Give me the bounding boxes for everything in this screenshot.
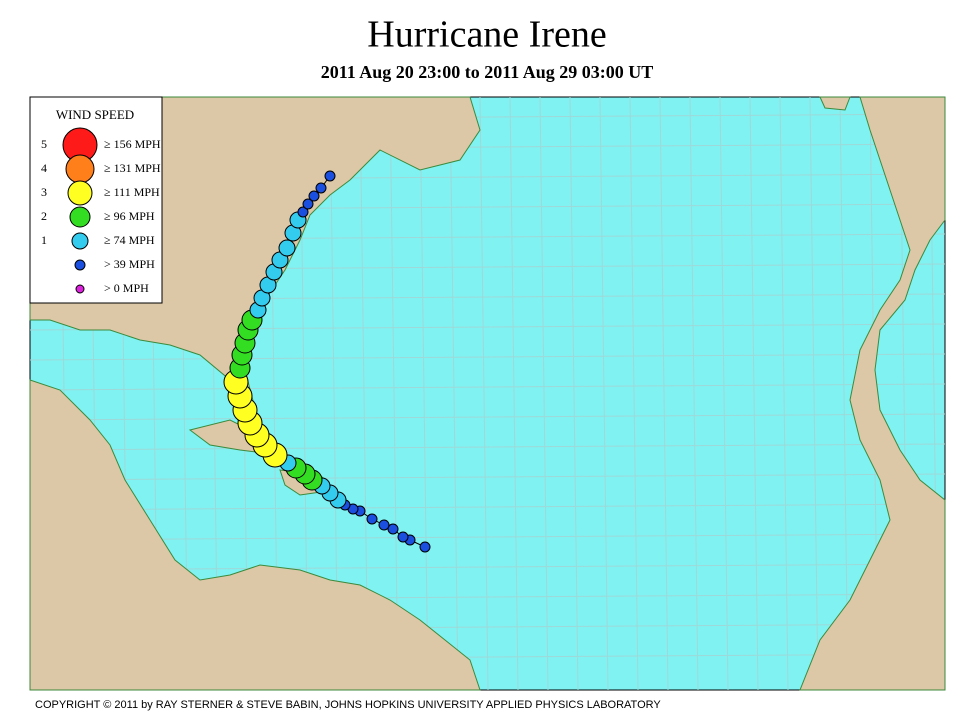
legend-category: 3 [41, 185, 47, 199]
title: Hurricane Irene [367, 14, 606, 56]
meridian [479, 96, 489, 691]
meridian [809, 96, 819, 691]
legend-category: 4 [41, 161, 47, 175]
track-point [366, 513, 378, 525]
meridian [719, 96, 729, 691]
meridian [689, 96, 699, 691]
track-point [397, 531, 409, 543]
legend-swatch [74, 259, 86, 271]
meridian [569, 96, 579, 691]
track-point [378, 519, 390, 531]
legend-title: WIND SPEED [56, 107, 134, 122]
legend-label: ≥ 74 MPH [104, 233, 155, 247]
track-point [297, 206, 309, 218]
legend-label: > 39 MPH [104, 257, 155, 271]
meridian [599, 96, 609, 691]
meridian [449, 96, 459, 691]
track-point [387, 523, 399, 535]
parallel [29, 503, 946, 511]
track-point [419, 541, 431, 553]
meridian [749, 96, 759, 691]
legend-category: 2 [41, 209, 47, 223]
legend-swatch [75, 284, 85, 294]
track-point [324, 170, 336, 182]
meridian [779, 96, 789, 691]
legend-swatch [71, 232, 89, 250]
meridian [389, 96, 399, 691]
track-point [278, 239, 296, 257]
parallel [29, 533, 946, 541]
parallel [29, 353, 946, 361]
parallel [29, 383, 946, 391]
parallel [29, 413, 946, 421]
subtitle: 2011 Aug 20 23:00 to 2011 Aug 29 03:00 U… [321, 62, 654, 82]
meridian [539, 96, 549, 691]
meridian [419, 96, 429, 691]
legend-box [29, 96, 163, 304]
track-point [315, 182, 327, 194]
legend-label: ≥ 96 MPH [104, 209, 155, 223]
track-point [302, 198, 314, 210]
parallel [29, 443, 946, 451]
legend-label: ≥ 131 MPH [104, 161, 161, 175]
legend-swatch [69, 206, 91, 228]
meridian [659, 96, 669, 691]
legend-swatch [67, 180, 93, 206]
legend-category: 1 [41, 233, 47, 247]
legend-label: ≥ 156 MPH [104, 137, 161, 151]
storm-track [223, 170, 431, 553]
legend-label: ≥ 111 MPH [104, 185, 160, 199]
meridian [509, 96, 519, 691]
parallel [29, 473, 946, 481]
map [29, 96, 946, 691]
copyright: COPYRIGHT © 2011 by RAY STERNER & STEVE … [35, 699, 661, 711]
legend-swatch [65, 154, 95, 184]
legend-label: > 0 MPH [104, 281, 149, 295]
meridian [629, 96, 639, 691]
legend-category: 5 [41, 137, 47, 151]
track-point [308, 190, 320, 202]
meridian [839, 96, 849, 691]
legend: WIND SPEED 5 ≥ 156 MPH 4 ≥ 131 MPH 3 ≥ 111 MP… [29, 96, 163, 304]
